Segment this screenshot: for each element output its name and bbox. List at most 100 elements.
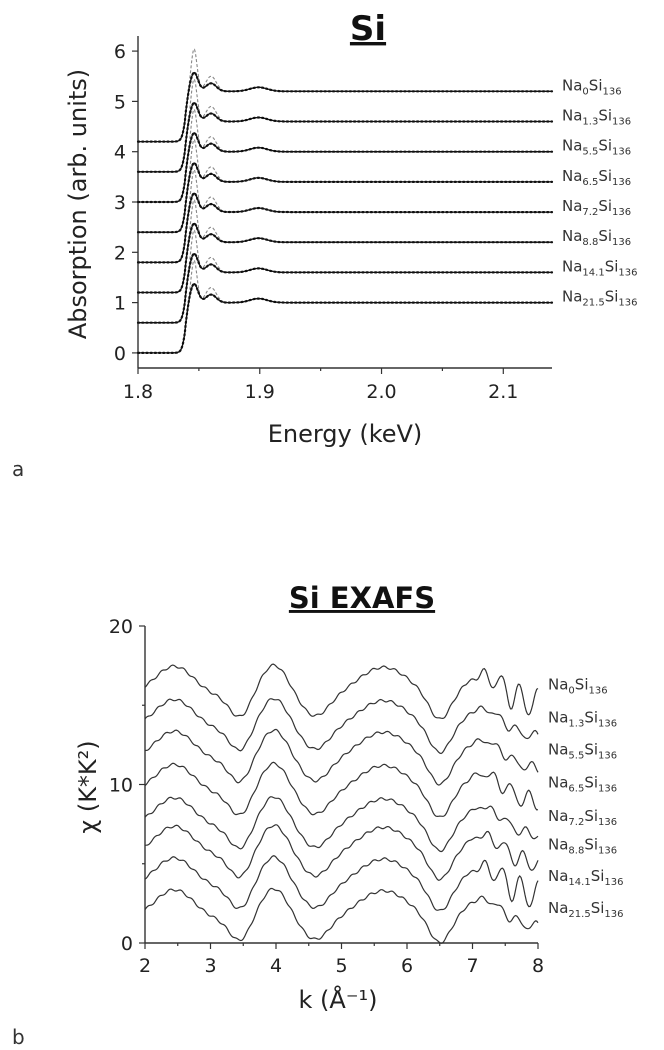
panel-a-simulated-series-4 <box>138 169 552 263</box>
panel-b-x-tick-label-4: 6 <box>401 955 413 977</box>
panel-b-series-label-7: Na21.5Si136 <box>548 899 623 920</box>
panel-a-simulated-series-2 <box>138 109 552 203</box>
panel-a-series-label-4: Na7.2Si136 <box>562 197 631 218</box>
panel-b-series-label-0-part-2: Si <box>575 675 589 693</box>
panel-b-series-label-7-part-3: 136 <box>604 909 623 920</box>
panel-b-y-ticks: 0 10 20 <box>109 616 145 955</box>
panel-a-series-label-1-part-3: 136 <box>612 117 631 128</box>
panel-b-series-label-5-part-1: 8.8 <box>568 845 584 856</box>
panel-a-x-tick-label-1: 1.9 <box>245 381 275 403</box>
panel-a-simulated-series-6 <box>138 229 552 324</box>
panel-a-experimental-series-5 <box>136 222 554 294</box>
panel-b-series-label-4-part-0: Na <box>548 807 568 825</box>
panel-a-series-label-5-part-0: Na <box>562 227 582 245</box>
panel-a-experimental-series-1 <box>136 101 554 173</box>
panel-b-series-label-0-part-3: 136 <box>589 685 608 696</box>
panel-b-series-label-3-part-2: Si <box>584 774 598 792</box>
panel-a-y-tick-label-1: 1 <box>114 293 126 315</box>
panel-b-y-tick-label-0: 0 <box>121 933 133 955</box>
panel-b-x-tick-label-5: 7 <box>466 955 478 977</box>
panel-b-x-ticks: 2 3 4 5 6 7 8 <box>139 943 544 977</box>
panel-b-series-label-0-part-0: Na <box>548 675 568 693</box>
panel-a-series-label-3-part-0: Na <box>562 167 582 185</box>
panel-a-series-label-1: Na1.3Si136 <box>562 107 631 128</box>
panel-b-series-label-5: Na8.8Si136 <box>548 835 617 856</box>
panel-a-series-label-5-part-3: 136 <box>612 237 631 248</box>
panel-b-series-line-7 <box>144 887 539 944</box>
panel-a-simulated-series-5 <box>138 199 552 294</box>
panel-b-series-label-2-part-3: 136 <box>598 750 617 761</box>
panel-b-series-line-3 <box>144 761 539 818</box>
panel-a-series-line-7 <box>138 283 552 354</box>
panel-a-series-label-2-part-0: Na <box>562 137 582 155</box>
panel-b-series-line-1 <box>144 698 539 755</box>
panel-a-series-label-2-part-3: 136 <box>612 147 631 158</box>
panel-b-series-label-4-part-2: Si <box>584 807 598 825</box>
panel-a-y-tick-label-3: 3 <box>114 192 126 214</box>
panel-a-series-label-1-part-2: Si <box>598 107 612 125</box>
panel-b-series-labels: Na0Si136Na1.3Si136Na5.5Si136Na6.5Si136Na… <box>548 675 623 919</box>
panel-b-series-label-2-part-2: Si <box>584 740 598 758</box>
panel-a-series-label-2-part-1: 5.5 <box>582 147 598 158</box>
panel-b-series-label-6-part-0: Na <box>548 867 568 885</box>
panel-b-x-tick-label-1: 3 <box>204 955 216 977</box>
panel-a-experimental-series-6 <box>136 252 554 324</box>
panel-a-series-label-5-part-1: 8.8 <box>582 237 598 248</box>
panel-a-series-label-4-part-3: 136 <box>612 207 631 218</box>
panel-b-series-label-4: Na7.2Si136 <box>548 807 617 828</box>
panel-b-series-label-3: Na6.5Si136 <box>548 774 617 795</box>
panel-b-series-label-1-part-0: Na <box>548 709 568 727</box>
panel-b-series-label-7-part-0: Na <box>548 899 568 917</box>
panel-b-y-tick-label-1: 10 <box>109 775 133 797</box>
panel-a-series-label-7-part-1: 21.5 <box>582 298 604 309</box>
panel-b-series-label-2: Na5.5Si136 <box>548 740 617 761</box>
panel-b-x-tick-label-2: 4 <box>270 955 282 977</box>
panel-b-series-label-4-part-3: 136 <box>598 817 617 828</box>
panel-a-experimental-series-0 <box>136 71 554 143</box>
panel-a-series-label-7-part-2: Si <box>605 288 619 306</box>
panel-a-simulated-series-0 <box>138 48 552 143</box>
panel-a-simulated-series-1 <box>138 78 552 173</box>
panel-b-series-label-2-part-0: Na <box>548 740 568 758</box>
panel-a-series-label-6-part-0: Na <box>562 257 582 275</box>
panel-a-series-label-7-part-0: Na <box>562 288 582 306</box>
panel-a-x-tick-label-2: 2.0 <box>366 381 396 403</box>
panel-a-series-label-5: Na8.8Si136 <box>562 227 631 248</box>
panel-b-series-label-6-part-2: Si <box>591 867 605 885</box>
panel-a-experimental-series-2 <box>136 131 554 204</box>
panel-a-series-line-5 <box>138 222 552 294</box>
panel-a-series-label-6: Na14.1Si136 <box>562 257 637 278</box>
panel-b-series-label-5-part-2: Si <box>584 835 598 853</box>
panel-b-series-line-6 <box>144 855 539 911</box>
panel-a-series-label-5-part-2: Si <box>598 227 612 245</box>
panel-b-series-label-6-part-3: 136 <box>604 877 623 888</box>
panel-a-series-label-4-part-2: Si <box>598 197 612 215</box>
panel-b-series-label-7-part-1: 21.5 <box>568 909 590 920</box>
panel-b-series-label-2-part-1: 5.5 <box>568 750 584 761</box>
panel-a-y-tick-label-2: 2 <box>114 242 126 264</box>
panel-a-letter: a <box>12 457 24 481</box>
panel-a-series-label-1-part-1: 1.3 <box>582 117 598 128</box>
panel-a-series-label-3-part-3: 136 <box>612 177 631 188</box>
panel-a-series-line-6 <box>138 252 552 324</box>
panel-a-series-label-3: Na6.5Si136 <box>562 167 631 188</box>
panel-b-series-label-1: Na1.3Si136 <box>548 709 617 730</box>
panel-b-title: Si EXAFS <box>289 581 435 615</box>
panel-a-series-label-3-part-1: 6.5 <box>582 177 598 188</box>
panel-b-series-label-0: Na0Si136 <box>548 675 608 696</box>
panel-a-simulated-series-7 <box>138 259 552 354</box>
panel-b-series-label-5-part-0: Na <box>548 835 568 853</box>
panel-a-x-tick-label-0: 1.8 <box>123 381 153 403</box>
panel-a-series-label-2-part-2: Si <box>598 137 612 155</box>
panel-a-experimental-series-4 <box>136 192 554 264</box>
panel-b-x-tick-label-3: 5 <box>335 955 347 977</box>
panel-a-y-ticks: 0 1 2 3 4 5 6 <box>114 41 138 365</box>
panel-b-series-label-1-part-3: 136 <box>598 719 617 730</box>
panel-b-series-label-1-part-2: Si <box>584 709 598 727</box>
panel-a-series-group <box>136 48 554 354</box>
panel-b-series-line-4 <box>144 796 539 853</box>
